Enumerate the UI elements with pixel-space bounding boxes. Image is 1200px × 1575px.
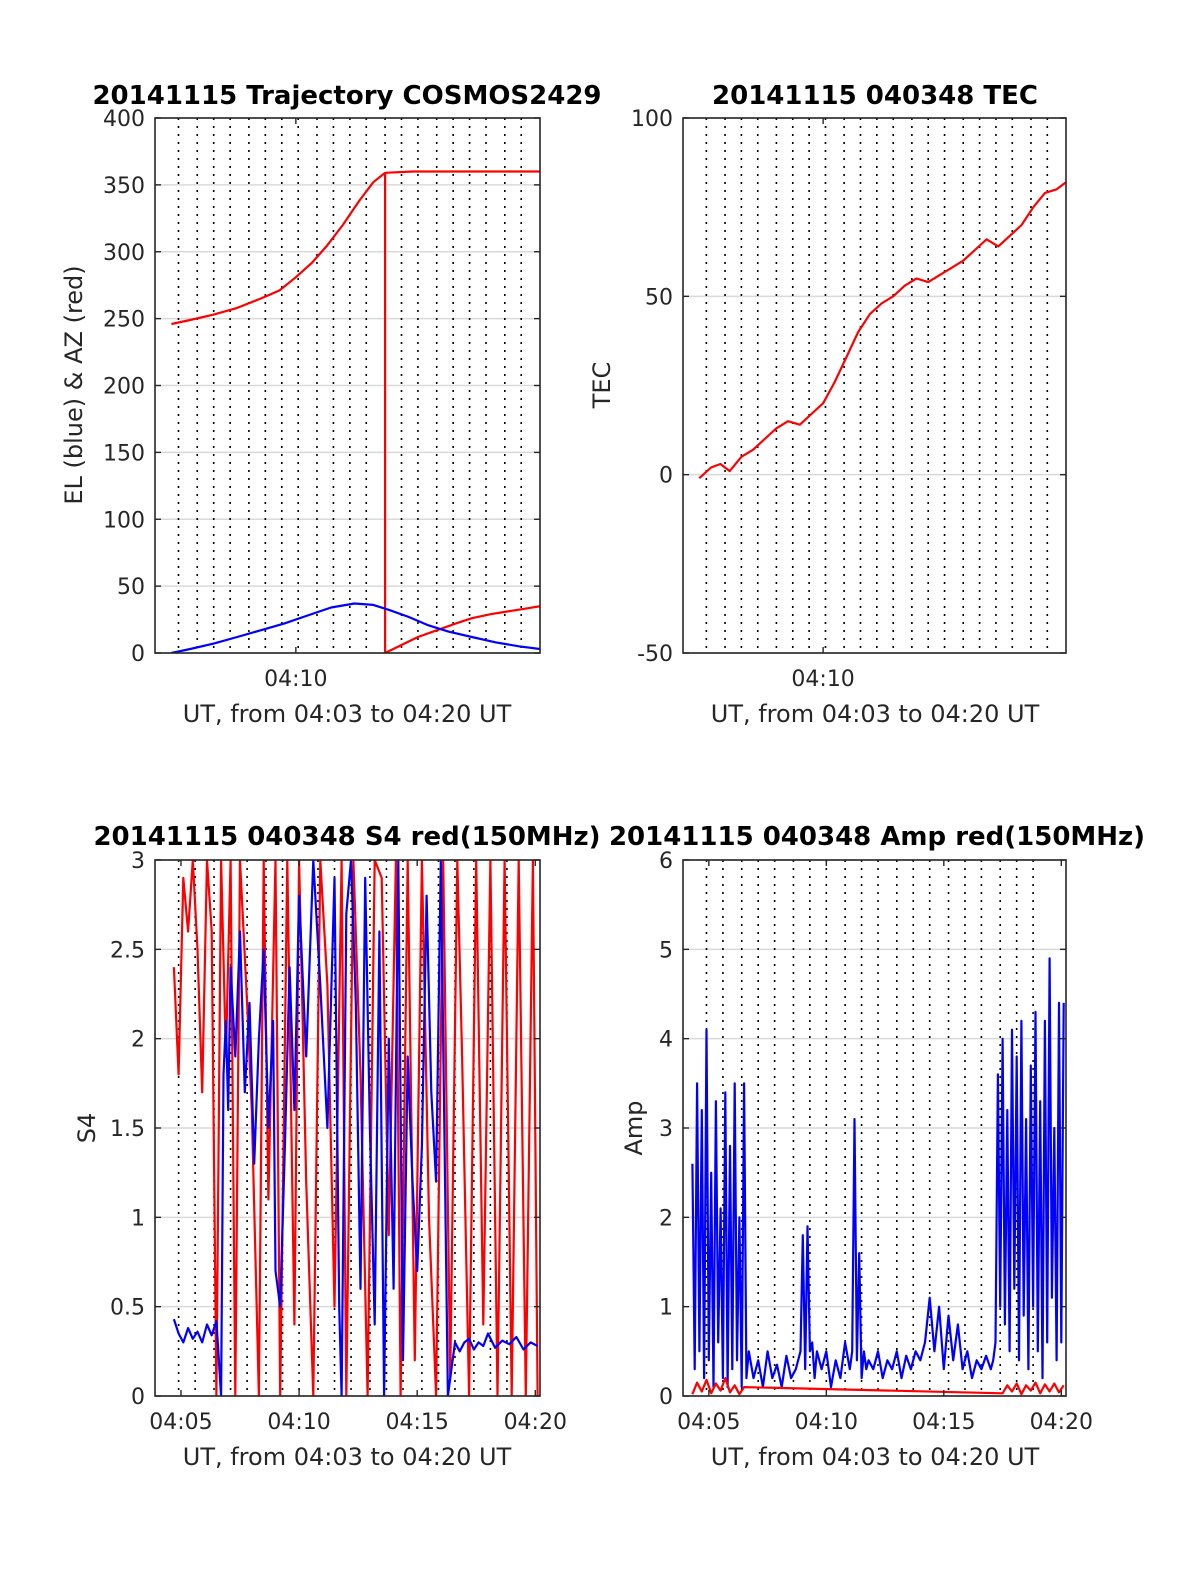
tec-title: 20141115 040348 TEC [712, 81, 1038, 111]
amp-series-red-line [691, 1376, 1065, 1396]
tec-axes-box [682, 117, 1067, 654]
tec-ytick-label: 100 [631, 107, 673, 132]
amp-xtick-label: 04:10 [795, 1410, 858, 1435]
trajectory-ylabel: EL (blue) & AZ (red) [60, 265, 88, 504]
amp-series-blue-line [691, 957, 1065, 1389]
tec-plot-area [683, 118, 1066, 653]
trajectory-xlabel: UT, from 04:03 to 04:20 UT [183, 700, 512, 728]
tec-series-group [698, 181, 1066, 480]
trajectory-ytick-label: 400 [103, 107, 145, 132]
amp-ylabel: Amp [620, 1100, 648, 1155]
s4-ytick-label: 0.5 [110, 1296, 145, 1321]
tec-ytick-label: 0 [659, 464, 673, 489]
amp-ytick-label: 4 [659, 1028, 673, 1053]
tec-xtick-label: 04:10 [791, 667, 854, 692]
s4-xtick-label: 04:05 [149, 1410, 212, 1435]
trajectory-series-red-line [171, 170, 540, 326]
amp-ytick-label: 1 [659, 1296, 673, 1321]
tec-xlabel: UT, from 04:03 to 04:20 UT [711, 700, 1040, 728]
s4-ytick-label: 3 [131, 849, 145, 874]
amp-ytick-label: 2 [659, 1206, 673, 1231]
s4-series-blue-line [172, 860, 539, 1396]
trajectory-ytick-label: 200 [103, 375, 145, 400]
amp-ytick-label: 0 [659, 1385, 673, 1410]
amp-ytick-label: 5 [659, 938, 673, 963]
s4-ytick-label: 2 [131, 1028, 145, 1053]
tec-series-red-line [698, 181, 1066, 480]
trajectory-title: 20141115 Trajectory COSMOS2429 [92, 81, 601, 111]
s4-xtick-label: 04:20 [504, 1410, 567, 1435]
s4-ylabel: S4 [73, 1113, 101, 1144]
s4-xtick-label: 04:15 [385, 1410, 448, 1435]
tec-ylabel: TEC [588, 362, 616, 410]
s4-xlabel: UT, from 04:03 to 04:20 UT [183, 1443, 512, 1471]
amp-ytick-label: 6 [659, 849, 673, 874]
trajectory-xtick-label: 04:10 [264, 667, 327, 692]
trajectory-ytick-label: 150 [103, 441, 145, 466]
amp-xtick-label: 04:20 [1030, 1410, 1093, 1435]
trajectory-ytick-label: 350 [103, 174, 145, 199]
s4-series-red-line [172, 860, 539, 1396]
amp-xlabel: UT, from 04:03 to 04:20 UT [711, 1443, 1040, 1471]
s4-title: 20141115 040348 S4 red(150MHz) [93, 822, 600, 852]
tec-ytick-label: 50 [645, 285, 673, 310]
amp-series-group [691, 957, 1065, 1396]
trajectory-series-red-line [384, 605, 540, 653]
s4-ytick-label: 1.5 [110, 1117, 145, 1142]
tec-ytick-label: -50 [637, 642, 673, 667]
trajectory-series-blue-line [171, 602, 540, 653]
trajectory-ytick-label: 50 [117, 575, 145, 600]
s4-plot: 20141115 040348 S4 red(150MHz) UT, from … [73, 822, 601, 1471]
trajectory-series-group [171, 170, 540, 653]
amp-plot: 20141115 040348 Amp red(150MHz) UT, from… [609, 822, 1145, 1471]
trajectory-ytick-label: 0 [131, 642, 145, 667]
s4-series-group [172, 860, 539, 1396]
trajectory-ytick-label: 300 [103, 241, 145, 266]
trajectory-ytick-label: 250 [103, 308, 145, 333]
amp-xtick-label: 04:15 [912, 1410, 975, 1435]
amp-title: 20141115 040348 Amp red(150MHz) [609, 822, 1145, 852]
s4-ytick-label: 0 [131, 1385, 145, 1410]
amp-ytick-label: 3 [659, 1117, 673, 1142]
trajectory-ytick-label: 100 [103, 508, 145, 533]
tec-plot: 20141115 040348 TEC UT, from 04:03 to 04… [588, 81, 1067, 728]
s4-ytick-label: 2.5 [110, 938, 145, 963]
amp-xtick-label: 04:05 [677, 1410, 740, 1435]
trajectory-plot: 20141115 Trajectory COSMOS2429 UT, from … [60, 81, 602, 728]
s4-ytick-label: 1 [131, 1206, 145, 1231]
s4-xtick-label: 04:10 [267, 1410, 330, 1435]
